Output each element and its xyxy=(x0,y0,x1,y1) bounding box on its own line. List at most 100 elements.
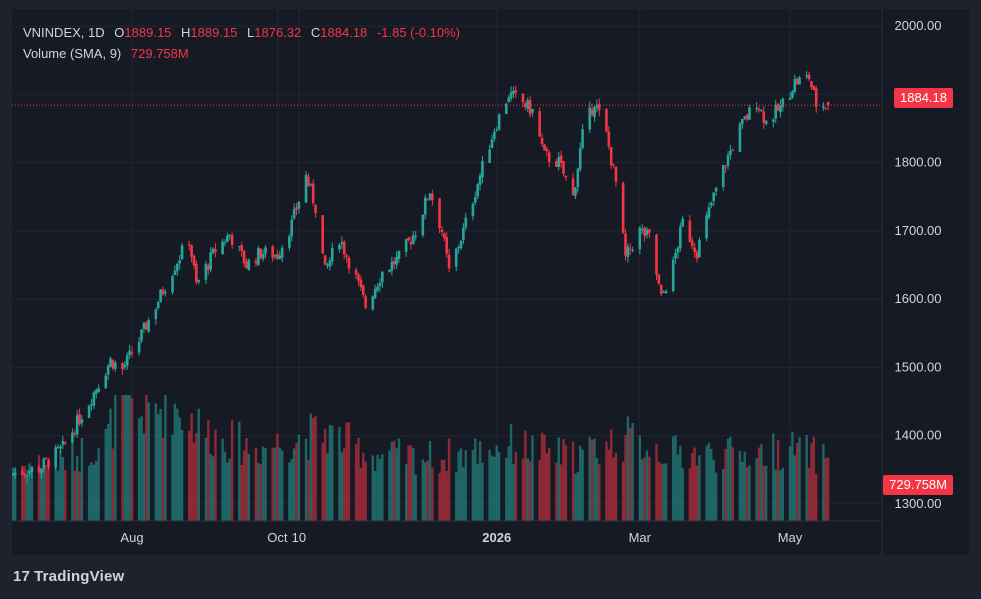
volume-bar xyxy=(347,422,351,521)
volume-bar xyxy=(178,417,181,521)
volume-bar xyxy=(764,465,768,521)
y-tick-label: 1600.00 xyxy=(895,291,942,306)
axes: 1300.00 1400.00 1500.00 1600.00 1700.00 1800.… xyxy=(12,9,942,555)
candle-body xyxy=(488,149,491,163)
legend-interval: 1D xyxy=(88,25,105,40)
candle-body xyxy=(474,197,477,203)
candle-body xyxy=(412,235,415,245)
volume-bar xyxy=(207,420,210,521)
volume-bar xyxy=(495,445,498,521)
candle-body xyxy=(624,233,627,256)
candle-body xyxy=(521,93,525,103)
volume-bar xyxy=(211,456,215,521)
volume-bar xyxy=(471,450,475,521)
volume-bar xyxy=(354,444,358,521)
chart-panel[interactable]: 1300.00 1400.00 1500.00 1600.00 1700.00 1800.… xyxy=(12,9,969,555)
candle-body xyxy=(180,245,184,260)
candle-body xyxy=(528,100,532,115)
candle-body xyxy=(354,269,358,275)
volume-bar xyxy=(340,452,343,521)
candle-body xyxy=(555,161,558,167)
candle-body xyxy=(347,257,351,269)
volume-bar xyxy=(598,464,601,521)
volume-bar xyxy=(428,441,432,521)
volume-bar xyxy=(574,473,577,521)
volume-bar xyxy=(655,443,658,521)
volume-bar xyxy=(295,442,298,521)
volume-bar xyxy=(42,466,45,521)
volume-bar xyxy=(812,436,816,521)
candle-body xyxy=(214,249,217,253)
legend-close-label: C xyxy=(310,25,321,40)
legend-volume-value: 729.758M xyxy=(130,46,189,61)
candle-body xyxy=(273,255,277,257)
volume-bar xyxy=(662,463,665,521)
chart-canvas[interactable]: 1300.00 1400.00 1500.00 1600.00 1700.00 1800.… xyxy=(12,9,969,555)
candle-body xyxy=(130,352,134,354)
volume-bar xyxy=(271,447,274,521)
candle-body xyxy=(645,229,649,235)
candle-body xyxy=(197,280,201,283)
candle-body xyxy=(690,240,694,247)
candle-body xyxy=(147,320,150,332)
candle-body xyxy=(381,271,384,283)
candle-body xyxy=(612,164,615,166)
candle-body xyxy=(259,248,263,259)
legend-symbol: VNINDEX xyxy=(23,25,81,40)
volume-bar xyxy=(321,442,324,521)
candle-body xyxy=(614,166,618,182)
volume-bar xyxy=(543,434,546,521)
candle-body xyxy=(774,105,777,119)
volume-bar xyxy=(214,429,217,521)
candle-body xyxy=(595,105,599,108)
volume-bar xyxy=(664,463,668,521)
candle-body xyxy=(104,375,108,389)
volume-bar xyxy=(745,467,749,521)
volume-bar xyxy=(362,452,365,521)
volume-bar xyxy=(59,449,62,521)
candle-body xyxy=(164,291,167,294)
volume-bar xyxy=(226,462,229,521)
candle-body xyxy=(760,109,763,111)
volume-bar xyxy=(478,440,482,521)
candle-body xyxy=(707,207,711,218)
candle-body xyxy=(588,107,592,130)
candle-body xyxy=(674,253,677,259)
volume-bar xyxy=(531,435,534,521)
volume-bar xyxy=(254,447,258,521)
x-tick-label: Oct xyxy=(267,530,288,545)
volume-bar xyxy=(738,450,742,521)
candle-body xyxy=(114,362,117,369)
candle-body xyxy=(640,229,644,231)
volume-bar xyxy=(726,438,730,521)
candle-body xyxy=(490,139,494,148)
candle-body xyxy=(626,246,630,258)
volume-bar xyxy=(638,435,642,521)
candle-body xyxy=(80,419,84,424)
volume-bar xyxy=(607,449,611,521)
volume-bar xyxy=(729,436,732,521)
candle-body xyxy=(154,309,158,320)
volume-bar xyxy=(688,468,692,521)
volume-bar xyxy=(278,447,282,521)
tradingview-brand[interactable]: 17 TradingView xyxy=(13,568,124,585)
candle-body xyxy=(605,109,608,132)
candle-body xyxy=(404,239,408,252)
volume-bar xyxy=(805,434,808,521)
volume-bar xyxy=(393,440,396,521)
candle-body xyxy=(206,265,210,270)
candle-body xyxy=(230,235,234,245)
legend-volume: Volume (SMA, 9) 729.758M xyxy=(23,46,189,61)
candle-body xyxy=(54,447,58,468)
candle-body xyxy=(30,467,34,472)
volume-bar xyxy=(512,464,515,521)
volume-bar xyxy=(781,467,785,521)
volume-bar xyxy=(314,416,317,521)
candle-body xyxy=(812,85,816,91)
volume-bar xyxy=(126,395,129,521)
candle-body xyxy=(371,296,375,310)
candle-body xyxy=(741,118,744,125)
volume-bar xyxy=(371,455,374,521)
y-tick-label: 1300.00 xyxy=(895,496,942,511)
volume-bar xyxy=(609,429,613,521)
